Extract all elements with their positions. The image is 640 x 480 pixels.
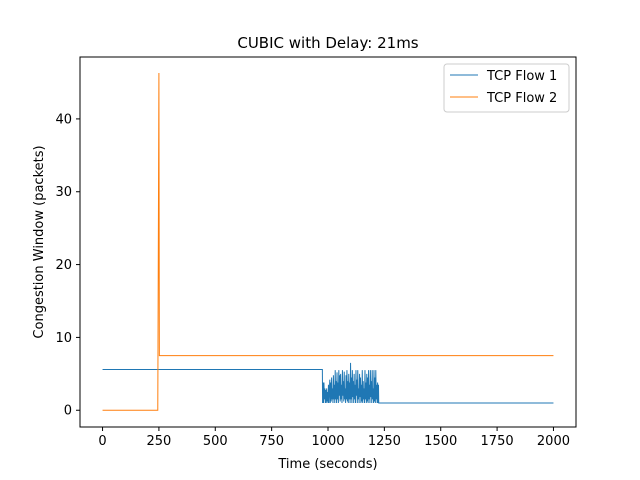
legend-box	[443, 63, 570, 113]
legend-label-flow-1: TCP Flow 1	[486, 69, 557, 84]
x-tick-label: 0	[98, 434, 106, 449]
x-tick-label: 1250	[368, 434, 401, 449]
x-tick-label: 750	[259, 434, 284, 449]
series-group	[102, 73, 554, 411]
y-axis-ticks: 0 10 20 30 40	[55, 112, 80, 419]
x-tick-label: 1750	[481, 434, 514, 449]
x-tick-label: 250	[146, 434, 171, 449]
y-tick-label: 40	[55, 112, 72, 127]
series-line-flow-1	[102, 362, 554, 404]
x-tick-label: 1500	[424, 434, 457, 449]
x-tick-label: 500	[203, 434, 228, 449]
x-tick-label: 2000	[537, 434, 570, 449]
y-tick-label: 10	[55, 331, 72, 346]
series-line-flow-2	[102, 73, 554, 411]
legend-label-flow-2: TCP Flow 2	[486, 91, 557, 106]
x-axis-label: Time (seconds)	[277, 457, 377, 472]
y-tick-label: 0	[64, 404, 72, 419]
y-tick-label: 30	[55, 185, 72, 200]
x-tick-label: 1000	[311, 434, 344, 449]
y-tick-label: 20	[55, 258, 72, 273]
x-axis-ticks: 0 250 500 750 1000 1250 1500 1750 2000	[98, 427, 570, 449]
legend: TCP Flow 1 TCP Flow 2	[443, 63, 570, 113]
chart-title: CUBIC with Delay: 21ms	[237, 34, 418, 52]
y-axis-label: Congestion Window (packets)	[32, 145, 47, 338]
